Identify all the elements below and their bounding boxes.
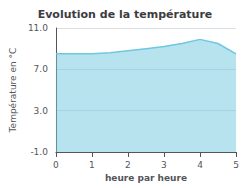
svg-text:4: 4 xyxy=(197,160,203,170)
svg-text:heure par heure: heure par heure xyxy=(105,173,187,183)
svg-text:Température en °C: Température en °C xyxy=(8,48,18,134)
svg-text:5: 5 xyxy=(233,160,239,170)
svg-text:2: 2 xyxy=(125,160,131,170)
svg-text:1: 1 xyxy=(89,160,95,170)
svg-text:11.0: 11.0 xyxy=(28,23,48,33)
svg-text:-1.0: -1.0 xyxy=(30,147,48,157)
svg-text:0: 0 xyxy=(53,160,59,170)
svg-text:3: 3 xyxy=(161,160,167,170)
svg-text:7.0: 7.0 xyxy=(34,64,49,74)
svg-text:Evolution de la température: Evolution de la température xyxy=(38,8,213,21)
svg-text:3.0: 3.0 xyxy=(34,106,49,116)
